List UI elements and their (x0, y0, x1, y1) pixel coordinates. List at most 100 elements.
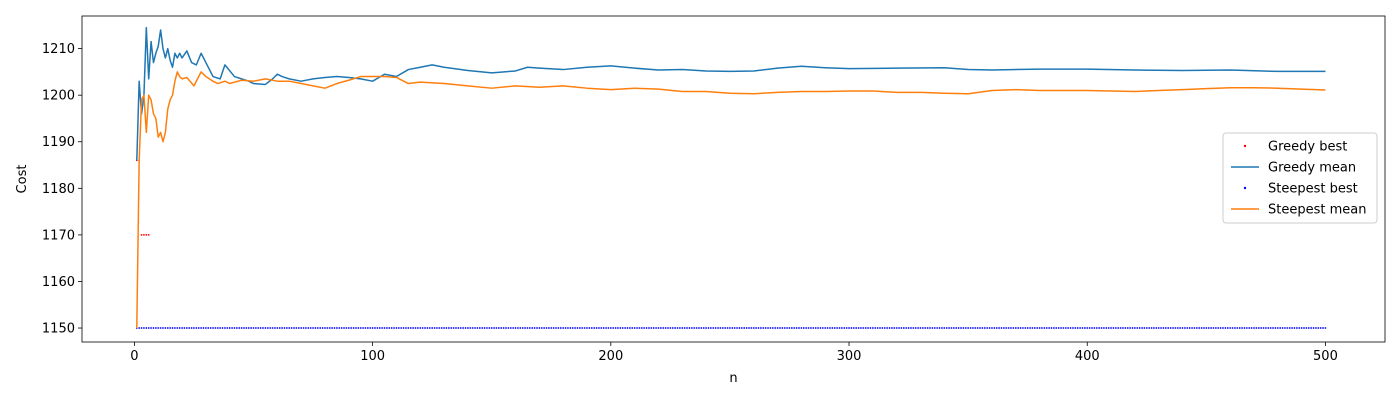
data-point (204, 327, 207, 329)
data-point (669, 327, 672, 329)
data-point (1324, 327, 1327, 329)
data-point (1093, 327, 1096, 329)
data-point (414, 327, 417, 329)
data-point (483, 327, 486, 329)
data-point (938, 327, 941, 329)
data-point (545, 327, 548, 329)
data-point (1312, 327, 1315, 329)
data-point (307, 327, 310, 329)
data-point (807, 327, 810, 329)
data-point (364, 327, 367, 329)
data-point (1145, 327, 1148, 329)
data-point (521, 327, 524, 329)
data-point (1148, 327, 1151, 329)
data-point (645, 327, 648, 329)
data-point (1229, 327, 1232, 329)
data-point (264, 327, 267, 329)
data-point (355, 327, 357, 329)
data-point (474, 327, 476, 329)
data-point (174, 327, 176, 329)
data-point (440, 327, 443, 329)
data-point (1253, 327, 1255, 329)
data-point (400, 327, 403, 329)
data-point (200, 327, 203, 329)
data-point (1124, 327, 1127, 329)
data-point (1069, 327, 1072, 329)
data-point (626, 327, 629, 329)
data-point (874, 327, 877, 329)
data-point (1133, 327, 1136, 329)
data-point (1057, 327, 1060, 329)
data-point (902, 327, 905, 329)
data-point (679, 327, 681, 329)
data-point (1024, 327, 1027, 329)
data-point (681, 327, 684, 329)
data-point (879, 327, 881, 329)
data-point (1100, 327, 1103, 329)
data-point (343, 327, 345, 329)
data-point (664, 327, 667, 329)
data-point (1117, 327, 1120, 329)
data-point (712, 327, 715, 329)
data-point (309, 327, 312, 329)
data-point (154, 327, 157, 329)
data-point (931, 327, 934, 329)
data-point (683, 327, 686, 329)
data-point (1191, 327, 1193, 329)
data-point (1272, 327, 1274, 329)
data-point (564, 327, 567, 329)
data-point (1129, 327, 1132, 329)
data-point (162, 327, 164, 329)
data-point (428, 327, 431, 329)
y-axis-label: Cost (15, 165, 30, 194)
data-point (948, 327, 950, 329)
data-point (929, 327, 931, 329)
data-point (590, 327, 593, 329)
data-point (998, 327, 1000, 329)
data-point (445, 327, 448, 329)
data-point (274, 327, 276, 329)
data-point (1269, 327, 1272, 329)
data-point (531, 327, 534, 329)
data-point (798, 327, 800, 329)
data-point (1300, 327, 1303, 329)
data-point (1095, 327, 1098, 329)
data-point (552, 327, 555, 329)
data-point (805, 327, 808, 329)
data-point (195, 327, 198, 329)
data-point (390, 327, 393, 329)
data-point (686, 327, 688, 329)
data-point (1181, 327, 1184, 329)
data-point (300, 327, 303, 329)
data-point (771, 327, 774, 329)
data-point (793, 327, 796, 329)
data-point (500, 327, 503, 329)
y-tick-label: 1190 (42, 135, 75, 150)
data-point (159, 327, 162, 329)
data-point (650, 327, 653, 329)
data-point (176, 327, 179, 329)
data-point (1257, 327, 1260, 329)
data-point (528, 327, 531, 329)
data-point (514, 327, 517, 329)
series-line (136, 26, 1326, 161)
data-point (381, 327, 384, 329)
data-point (936, 327, 939, 329)
data-point (290, 327, 293, 329)
data-point (540, 327, 543, 329)
data-point (941, 327, 943, 329)
data-point (1029, 327, 1031, 329)
data-point (800, 327, 803, 329)
data-point (821, 327, 824, 329)
data-point (974, 327, 977, 329)
y-tick-label: 1160 (42, 275, 75, 290)
data-point (1026, 327, 1029, 329)
data-point (1050, 327, 1053, 329)
data-point (1281, 327, 1284, 329)
data-point (233, 327, 236, 329)
data-point (986, 327, 989, 329)
data-point (957, 327, 960, 329)
axes: 0 100 200 300 400 500 1150 1160 1170 1180 1190 1200… (42, 15, 1386, 364)
data-point (345, 327, 348, 329)
legend-entry: Greedy best (1243, 140, 1347, 155)
